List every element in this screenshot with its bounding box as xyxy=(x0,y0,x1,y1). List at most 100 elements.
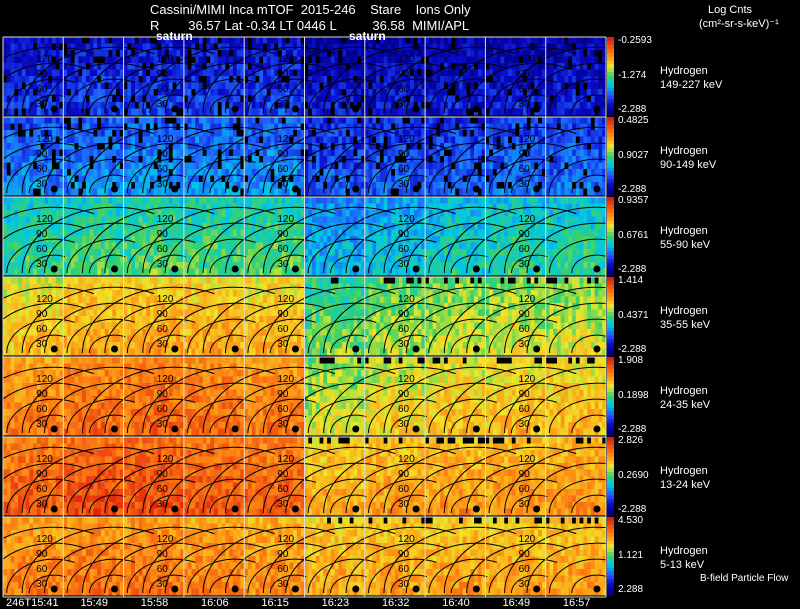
heatmap-cell xyxy=(413,169,418,176)
heatmap-cell xyxy=(383,76,388,83)
heatmap-cell xyxy=(323,210,328,217)
heatmap-cell xyxy=(138,162,143,170)
heatmap-cell xyxy=(451,50,456,57)
heatmap-cell xyxy=(523,43,528,51)
heatmap-cell xyxy=(315,188,320,196)
heatmap-cell xyxy=(361,229,366,237)
heatmap-cell xyxy=(82,82,87,90)
heatmap-cell xyxy=(266,255,271,263)
heatmap-cell xyxy=(149,37,155,44)
heatmap-cell xyxy=(417,136,422,144)
heatmap-cell xyxy=(342,95,347,103)
heatmap-cell xyxy=(138,43,143,51)
heatmap-cell xyxy=(202,130,207,137)
heatmap-cell xyxy=(361,249,366,256)
heatmap-cell xyxy=(116,210,121,217)
heatmap-cell xyxy=(33,108,38,116)
heatmap-cell xyxy=(217,37,222,44)
heatmap-cell xyxy=(553,136,558,144)
heatmap-cell xyxy=(293,56,298,64)
heatmap-cell xyxy=(187,249,192,256)
heatmap-cell xyxy=(477,175,483,183)
heatmap-cell xyxy=(100,143,106,150)
heatmap-cell xyxy=(281,50,287,57)
heatmap-cell xyxy=(263,130,268,137)
heatmap-cell xyxy=(342,56,347,64)
heatmap-cell xyxy=(29,229,34,237)
heatmap-cell xyxy=(89,203,94,211)
heatmap-cell xyxy=(391,76,396,83)
heatmap-cell xyxy=(300,188,305,196)
heatmap-cell xyxy=(410,95,415,103)
heatmap-cell xyxy=(391,50,396,57)
heatmap-cell xyxy=(131,188,136,196)
heatmap-cell xyxy=(342,249,347,256)
heatmap-cell xyxy=(587,149,592,157)
heatmap-cell xyxy=(149,50,155,57)
heatmap-cell xyxy=(14,108,19,116)
heatmap-cell xyxy=(342,43,347,51)
heatmap-cell xyxy=(489,37,494,44)
heatmap-cell xyxy=(300,50,305,57)
heatmap-cell xyxy=(138,255,143,263)
heatmap-cell xyxy=(165,229,170,237)
heatmap-cell xyxy=(315,102,320,109)
heatmap-cell xyxy=(312,43,317,51)
heatmap-cell xyxy=(300,242,305,250)
heatmap-cell xyxy=(383,43,388,51)
heatmap-cell xyxy=(334,242,339,250)
heatmap-cell xyxy=(394,117,400,124)
heatmap-cell xyxy=(327,229,332,237)
heatmap-cell xyxy=(70,102,76,109)
heatmap-cell xyxy=(202,197,207,204)
heatmap-cell xyxy=(70,268,76,276)
heatmap-cell xyxy=(3,117,8,124)
heatmap-cell xyxy=(232,63,238,70)
heatmap-cell xyxy=(138,117,143,124)
heatmap-cell xyxy=(108,175,113,183)
heatmap-cell xyxy=(383,188,388,196)
heatmap-cell xyxy=(183,210,189,217)
heatmap-cell xyxy=(3,229,8,237)
heatmap-cell xyxy=(598,182,603,189)
heatmap-cell xyxy=(236,117,241,124)
heatmap-cell xyxy=(379,169,385,176)
heatmap-cell xyxy=(560,69,565,77)
heatmap-cell xyxy=(579,50,584,57)
heatmap-cell xyxy=(526,149,532,157)
heatmap-cell xyxy=(553,108,558,116)
heatmap-cell xyxy=(146,82,151,90)
heatmap-cell xyxy=(59,210,64,217)
heatmap-cell xyxy=(523,169,528,176)
heatmap-cell xyxy=(368,197,373,204)
heatmap-cell xyxy=(55,56,60,64)
heatmap-cell xyxy=(123,43,128,51)
heatmap-cell xyxy=(315,37,320,44)
heatmap-cell xyxy=(545,76,550,83)
heatmap-cell xyxy=(165,63,170,70)
heatmap-cell xyxy=(259,175,264,183)
heatmap-cell xyxy=(51,242,57,250)
heatmap-cell xyxy=(93,188,98,196)
heatmap-cell xyxy=(142,117,147,124)
heatmap-cell xyxy=(142,123,147,131)
heatmap-cell xyxy=(353,37,358,44)
heatmap-cell xyxy=(285,175,290,183)
heatmap-cell xyxy=(36,268,42,276)
heatmap-cell xyxy=(18,268,23,276)
heatmap-cell xyxy=(564,82,569,90)
heatmap-cell xyxy=(202,268,207,276)
heatmap-cell xyxy=(127,149,132,157)
heatmap-cell xyxy=(247,156,253,163)
heatmap-cell xyxy=(579,102,584,109)
heatmap-cell xyxy=(519,102,524,109)
heatmap-cell xyxy=(225,69,230,77)
heatmap-cell xyxy=(6,76,11,83)
heatmap-cell xyxy=(391,56,396,64)
heatmap-cell xyxy=(575,188,581,196)
heatmap-cell xyxy=(85,43,91,51)
heatmap-cell xyxy=(511,156,516,163)
heatmap-cell xyxy=(232,149,238,157)
heatmap-cell xyxy=(149,143,155,150)
heatmap-cell xyxy=(74,43,79,51)
